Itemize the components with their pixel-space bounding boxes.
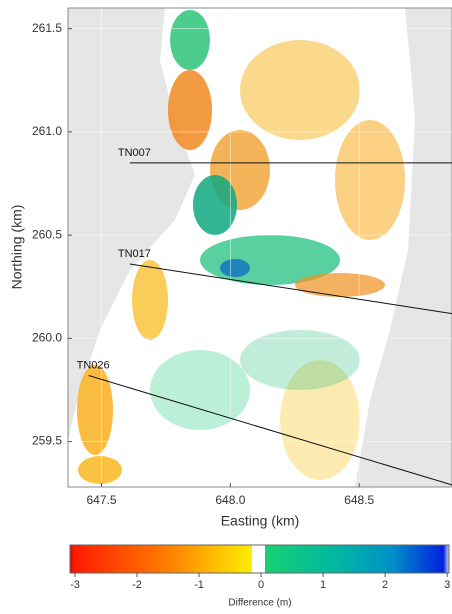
y-tick-label: 261.5	[32, 21, 62, 35]
colorbar-tick-label: -2	[132, 579, 142, 591]
chart: Easting (km) Northing (km) Difference (m…	[0, 0, 452, 609]
colorbar-tick-label: 0	[258, 579, 264, 591]
y-tick-label: 260.5	[32, 227, 62, 241]
colorbar-tick-label: -3	[70, 579, 80, 591]
x-tick-label: 647.5	[86, 493, 116, 507]
x-axis-label: Easting (km)	[221, 513, 300, 529]
colorbar-tick-label: -1	[194, 579, 204, 591]
y-tick-label: 259.5	[32, 434, 62, 448]
transect-label: TN017	[118, 248, 151, 260]
colorbar-tick-label: 3	[444, 579, 450, 591]
y-tick-label: 261.0	[32, 124, 62, 138]
transect-label: TN026	[77, 359, 110, 371]
colorbar-tick-label: 1	[320, 579, 326, 591]
y-tick-label: 260.0	[32, 331, 62, 345]
colorbar-label: Difference (m)	[228, 598, 291, 609]
colorbar	[70, 545, 449, 573]
x-tick-label: 648.0	[215, 493, 245, 507]
transect-label: TN007	[118, 147, 151, 159]
x-tick-label: 648.5	[344, 493, 374, 507]
colorbar-tick-label: 2	[382, 579, 388, 591]
y-axis-label: Northing (km)	[9, 205, 25, 290]
